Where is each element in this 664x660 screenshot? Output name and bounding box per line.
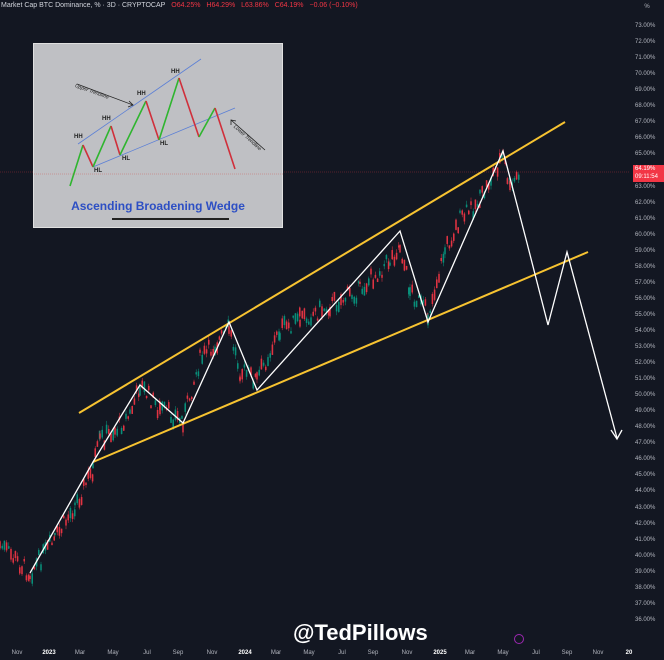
- x-tick-label: May: [497, 650, 509, 656]
- y-tick-label: 54.00%: [635, 327, 656, 334]
- x-tick-label: Sep: [367, 650, 379, 656]
- x-tick-label: Sep: [172, 650, 184, 656]
- y-tick-label: 53.00%: [635, 344, 656, 350]
- current-price-label: 64.19% 09:11:54: [633, 165, 664, 182]
- y-tick-label: 73.00%: [635, 23, 656, 29]
- hh-label-3: HH: [137, 91, 146, 97]
- y-tick-label: 62.00%: [635, 199, 656, 206]
- y-tick-label: 48.00%: [635, 424, 656, 431]
- y-tick-label: 49.00%: [635, 408, 656, 415]
- x-tick-label: Jul: [143, 650, 151, 656]
- chart-canvas[interactable]: [0, 0, 630, 660]
- bar-countdown: 09:11:54: [635, 174, 658, 180]
- y-tick-label: 58.00%: [635, 263, 656, 270]
- x-tick-label: May: [303, 650, 315, 656]
- candlesticks: [0, 148, 520, 587]
- y-tick-label: 70.00%: [635, 71, 656, 78]
- y-tick-label: 43.00%: [635, 504, 656, 511]
- x-tick-label: Jul: [532, 650, 540, 656]
- wedge-pattern-inset: HH HH HH HH HL HL HL Upper Trendline Low…: [33, 43, 284, 228]
- hl-label-1: HL: [94, 168, 102, 174]
- axis-unit-button[interactable]: %: [644, 4, 650, 10]
- x-tick-label: 2023: [42, 650, 56, 656]
- arrow-head-icon: [610, 429, 623, 441]
- hh-label-2: HH: [102, 116, 111, 122]
- x-tick-label: Sep: [561, 650, 573, 656]
- y-tick-label: 47.00%: [635, 440, 656, 447]
- inset-title: Ascending Broadening Wedge: [71, 199, 245, 213]
- zigzag-projection[interactable]: [29, 149, 618, 574]
- hl-label-2: HL: [122, 156, 130, 162]
- current-price-value: 64.19%: [635, 166, 656, 172]
- hl-label-3: HL: [160, 141, 168, 147]
- lower-trendline[interactable]: [92, 251, 589, 463]
- y-tick-label: 39.00%: [635, 568, 656, 575]
- y-tick-label: 66.00%: [635, 135, 656, 142]
- hh-label-4: HH: [171, 69, 180, 75]
- x-tick-label: 2025: [433, 650, 447, 656]
- inset-diagram: [34, 58, 284, 187]
- y-tick-label: 63.00%: [635, 183, 656, 190]
- x-tick-label: 2024: [238, 650, 252, 656]
- x-tick-label: Mar: [74, 650, 86, 656]
- x-tick-label: Mar: [270, 650, 282, 656]
- y-tick-label: 42.00%: [635, 520, 656, 527]
- y-tick-label: 61.00%: [635, 215, 656, 222]
- y-tick-label: 40.00%: [635, 552, 656, 559]
- y-tick-label: 45.00%: [635, 472, 656, 479]
- upper-trendline[interactable]: [78, 121, 566, 414]
- y-tick-label: 50.00%: [635, 392, 656, 399]
- y-tick-label: 68.00%: [635, 103, 656, 110]
- y-tick-label: 38.00%: [635, 584, 656, 591]
- price-axis[interactable]: [630, 0, 664, 660]
- y-tick-label: 69.00%: [635, 87, 656, 94]
- x-tick-label: Nov: [592, 650, 604, 656]
- symbol-title: Market Cap BTC Dominance, % · 3D · CRYPT…: [1, 2, 166, 9]
- inset-title-underline: [112, 218, 229, 220]
- y-tick-label: 52.00%: [635, 360, 656, 367]
- y-tick-label: 51.00%: [635, 376, 656, 383]
- y-tick-label: 60.00%: [635, 231, 656, 238]
- y-tick-label: 72.00%: [635, 39, 656, 46]
- y-tick-label: 37.00%: [635, 600, 656, 607]
- y-tick-label: 41.00%: [635, 536, 656, 543]
- x-tick-label: Nov: [401, 650, 413, 656]
- hh-label-1: HH: [74, 134, 83, 140]
- x-tick-label: 20: [625, 650, 633, 656]
- x-tick-label: Mar: [464, 650, 476, 656]
- y-tick-label: 36.00%: [635, 616, 656, 623]
- y-tick-label: 44.00%: [635, 488, 656, 495]
- y-tick-label: 57.00%: [635, 279, 656, 286]
- close-value: C64.19%: [274, 2, 304, 9]
- x-tick-label: Jul: [338, 650, 346, 656]
- low-value: L63.86%: [241, 2, 269, 9]
- author-watermark: @TedPillows: [293, 620, 428, 645]
- y-tick-label: 59.00%: [635, 247, 656, 254]
- y-tick-label: 71.00%: [635, 55, 656, 62]
- y-tick-label: 56.00%: [635, 295, 656, 302]
- tradingview-logo-icon[interactable]: [514, 634, 524, 644]
- y-tick-label: 65.00%: [635, 151, 656, 158]
- x-tick-label: Nov: [206, 650, 218, 656]
- x-tick-label: Nov: [11, 650, 23, 656]
- change-value: −0.06 (−0.10%): [309, 2, 358, 9]
- chart-header: Market Cap BTC Dominance, % · 3D · CRYPT…: [1, 2, 362, 9]
- y-tick-label: 55.00%: [635, 311, 656, 318]
- high-value: H64.29%: [206, 2, 236, 9]
- y-tick-label: 67.00%: [635, 119, 656, 126]
- y-tick-label: 46.00%: [635, 456, 656, 463]
- open-value: O64.25%: [171, 2, 201, 9]
- x-tick-label: May: [107, 650, 119, 656]
